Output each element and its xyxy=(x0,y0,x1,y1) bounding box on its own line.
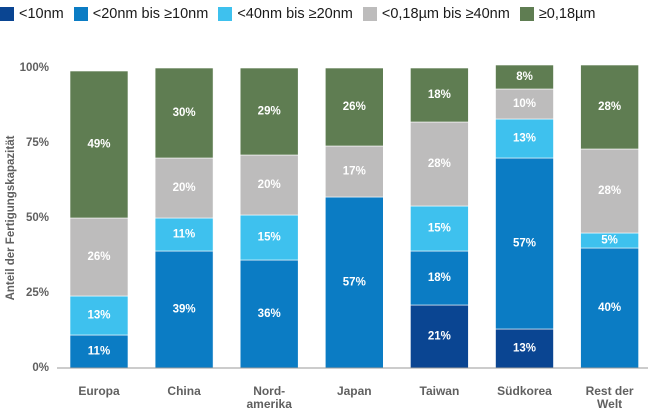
bar-segment xyxy=(324,67,384,147)
bar-segment xyxy=(495,64,554,90)
data-label: 5% xyxy=(601,235,618,247)
data-label: 49% xyxy=(87,139,110,151)
legend-swatch xyxy=(0,7,14,21)
legend-label: <40nm bis ≥20nm xyxy=(237,6,353,22)
data-label: 13% xyxy=(513,343,536,355)
legend-item: <40nm bis ≥20nm xyxy=(218,6,353,22)
bar-segment xyxy=(495,157,554,330)
legend-swatch xyxy=(73,7,88,21)
legend-item: ≥0,18µm xyxy=(519,6,596,22)
bar-segment xyxy=(154,217,214,252)
legend-item: <0,18µm bis ≥40nm xyxy=(362,6,510,22)
data-label: 29% xyxy=(258,106,281,118)
y-tick-label: 100% xyxy=(20,62,49,74)
x-tick-label: amerika xyxy=(247,397,293,411)
bar-segment xyxy=(69,334,129,369)
bar-segment xyxy=(69,217,129,297)
y-axis-title: Anteil der Fertigungskapazität xyxy=(5,135,17,300)
x-tick-label: Taiwan xyxy=(420,384,460,398)
data-label: 57% xyxy=(343,277,366,289)
data-label: 39% xyxy=(173,304,196,316)
data-label: 10% xyxy=(513,98,536,110)
data-label: 11% xyxy=(173,229,195,241)
bar-segment xyxy=(495,118,554,159)
y-tick-label: 75% xyxy=(26,137,49,149)
bar-segment xyxy=(239,259,299,369)
data-label: 15% xyxy=(258,232,281,244)
y-tick-label: 25% xyxy=(26,287,49,299)
x-tick-label: Rest der xyxy=(586,384,634,398)
legend-label: <10nm xyxy=(19,6,64,22)
data-label: 40% xyxy=(598,302,621,314)
bar-segment xyxy=(154,67,214,159)
bar-segment xyxy=(410,67,469,123)
x-tick-label: Nord- xyxy=(253,384,285,398)
data-label: 8% xyxy=(516,71,533,83)
bar-segment xyxy=(239,154,299,216)
x-tick-label: Europa xyxy=(78,384,120,398)
bar-segment xyxy=(410,205,469,252)
legend-item: <10nm xyxy=(0,6,64,22)
bar-segment xyxy=(239,67,299,156)
bar-segment xyxy=(495,88,554,120)
bar-segment xyxy=(580,148,639,234)
y-tick-label: 0% xyxy=(32,362,49,374)
x-tick-label: China xyxy=(167,384,201,398)
bar-segment xyxy=(69,70,129,219)
data-label: 26% xyxy=(87,251,110,263)
bar-segment xyxy=(324,196,384,369)
data-label: 20% xyxy=(173,182,196,194)
data-label: 36% xyxy=(258,308,281,320)
bar-segment xyxy=(495,328,554,369)
data-label: 28% xyxy=(598,185,621,197)
data-label: 11% xyxy=(88,346,110,358)
bar-segment xyxy=(239,214,299,261)
data-label: 18% xyxy=(428,272,451,284)
legend-swatch xyxy=(362,7,377,21)
bar-segment xyxy=(410,304,469,369)
x-tick-label: Südkorea xyxy=(497,384,552,398)
bar-segment xyxy=(154,157,214,219)
bar-segment xyxy=(69,295,129,336)
data-label: 13% xyxy=(513,133,536,145)
data-label: 28% xyxy=(598,101,621,113)
bar-segment xyxy=(410,250,469,306)
data-label: 13% xyxy=(87,310,110,322)
data-label: 26% xyxy=(343,101,366,113)
y-tick-label: 50% xyxy=(26,212,49,224)
data-label: 30% xyxy=(173,107,196,119)
chart-legend: <10nm <20nm bis ≥10nm <40nm bis ≥20nm <0… xyxy=(0,4,605,24)
data-label: 20% xyxy=(258,179,281,191)
bar-segment xyxy=(410,121,469,207)
x-tick-label: Welt xyxy=(597,397,622,411)
legend-swatch xyxy=(519,7,534,21)
legend-swatch xyxy=(218,7,233,21)
data-label: 57% xyxy=(513,238,536,250)
legend-label: <0,18µm bis ≥40nm xyxy=(381,6,510,22)
x-tick-label: Japan xyxy=(337,384,372,398)
bar-segment xyxy=(580,64,639,150)
legend-label: ≥0,18µm xyxy=(538,6,596,22)
legend-item: <20nm bis ≥10nm xyxy=(73,6,209,22)
data-label: 15% xyxy=(428,223,451,235)
data-label: 18% xyxy=(428,89,451,101)
data-label: 17% xyxy=(343,166,366,178)
data-label: 21% xyxy=(428,331,451,343)
legend-label: <20nm bis ≥10nm xyxy=(92,6,209,22)
data-label: 28% xyxy=(428,158,451,170)
